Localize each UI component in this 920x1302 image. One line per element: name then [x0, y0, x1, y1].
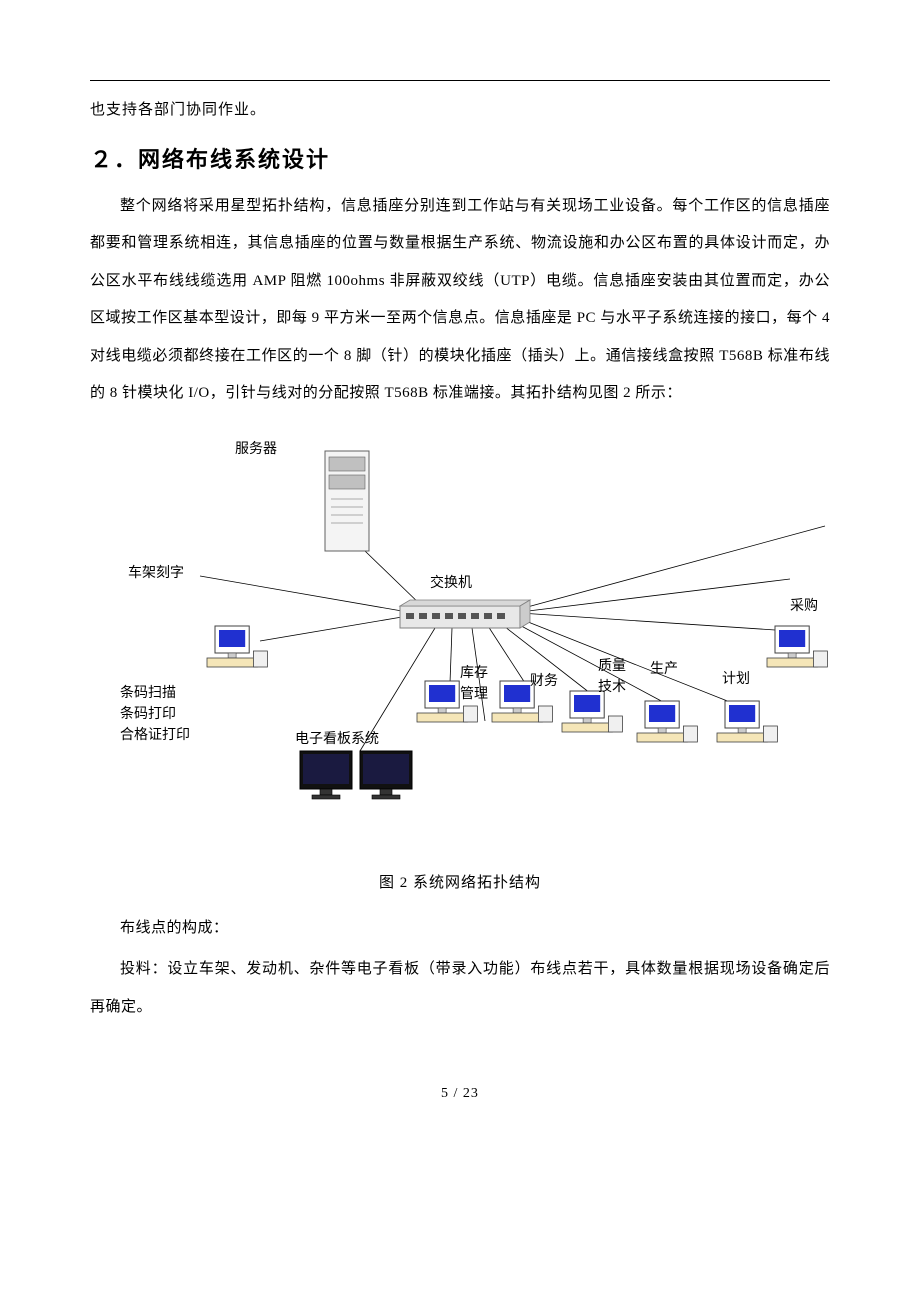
network-topology-diagram: 服务器交换机 车架刻字条码扫描条码打印合格证打印电子看板系统 库存管理 财务 质量技术 生… — [90, 431, 830, 841]
diagram-label-stock: 库存管理 — [460, 663, 488, 705]
diagram-label-purchase: 采购 — [790, 596, 818, 617]
diagram-label-switch: 交换机 — [430, 573, 472, 594]
body-paragraph-3: 投料：设立车架、发动机、杂件等电子看板（带录入功能）布线点若干，具体数量根据现场… — [90, 951, 830, 1026]
figure-caption: 图 2 系统网络拓扑结构 — [90, 871, 830, 892]
diagram-label-server: 服务器 — [235, 439, 277, 460]
diagram-label-frame: 车架刻字 — [128, 563, 184, 584]
header-rule — [90, 80, 830, 81]
lead-paragraph: 也支持各部门协同作业。 — [90, 93, 830, 128]
section-heading: ２．网络布线系统设计 — [90, 142, 830, 174]
diagram-label-plan: 计划 — [722, 669, 750, 690]
diagram-label-scan_group: 条码扫描条码打印合格证打印 — [120, 683, 190, 746]
body-paragraph-2: 布线点的构成： — [90, 910, 830, 948]
page-footer: 5 / 23 — [90, 1086, 830, 1102]
diagram-label-finance: 财务 — [530, 671, 558, 692]
diagram-label-prod: 生产 — [650, 659, 678, 680]
diagram-svg — [90, 431, 830, 841]
body-paragraph-1: 整个网络将采用星型拓扑结构，信息插座分别连到工作站与有关现场工业设备。每个工作区… — [90, 188, 830, 413]
diagram-label-quality: 质量技术 — [598, 656, 626, 698]
diagram-label-eboard: 电子看板系统 — [295, 729, 379, 750]
